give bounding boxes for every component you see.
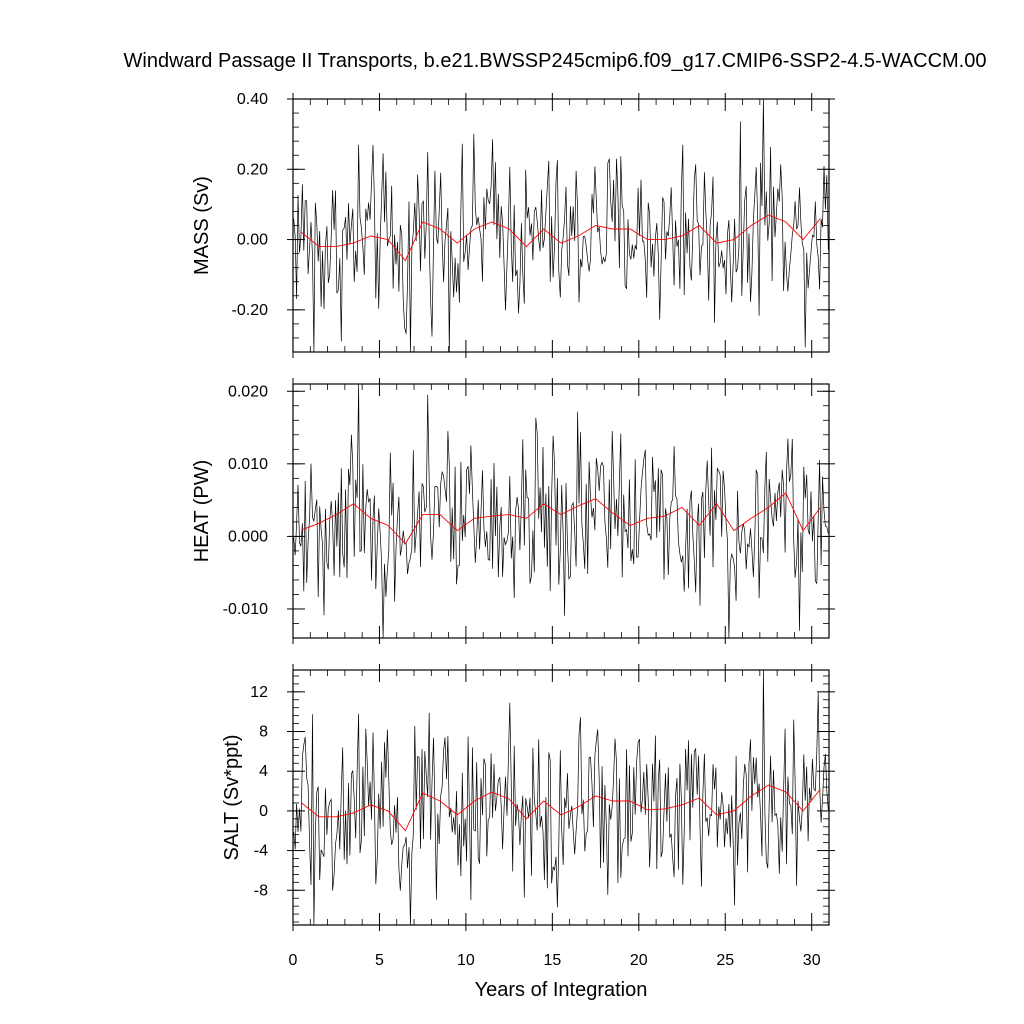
panels: -0.20 0.00 0.20 0.40 MASS (Sv) -0.010 0.000 0.0… (191, 91, 835, 969)
y-tick-label: -0.20 (232, 302, 269, 319)
y-tick-label: 0.40 (237, 91, 268, 108)
annual-mean-line (301, 492, 821, 545)
monthly-series-line (293, 98, 829, 353)
y-axis-label: HEAT (PW) (191, 460, 213, 563)
monthly-series-line (293, 669, 829, 926)
plot-frame (292, 383, 830, 639)
panel-0: -0.20 0.00 0.20 0.40 MASS (Sv) (191, 91, 835, 358)
panel-2: -8 -4 0 4 8 12 SALT (Sv*ppt) (221, 664, 835, 931)
plot-frame (292, 669, 830, 926)
y-tick-label: 0.010 (228, 456, 268, 473)
y-tick-label: 0 (259, 803, 268, 820)
y-axis-label: SALT (Sv*ppt) (221, 735, 243, 861)
y-tick-label: 12 (250, 684, 268, 701)
x-axis-label: Years of Integration (475, 979, 648, 1001)
x-tick-label: 10 (457, 952, 475, 969)
monthly-series-line (293, 383, 829, 639)
y-tick-label: 4 (259, 763, 268, 780)
x-tick-label: 5 (375, 952, 384, 969)
x-tick-label: 15 (543, 952, 561, 969)
x-tick-label: 30 (803, 952, 821, 969)
x-tick-label: 0 (289, 952, 298, 969)
y-tick-label: -8 (254, 882, 268, 899)
y-tick-label: 0.020 (228, 383, 268, 400)
y-tick-label: 0.000 (228, 528, 268, 545)
panel-1: -0.010 0.000 0.010 0.020 HEAT (PW) (191, 378, 835, 644)
y-tick-label: 0.00 (237, 232, 268, 249)
y-tick-label: -4 (254, 843, 268, 860)
x-tick-label: 20 (630, 952, 648, 969)
y-tick-label: 8 (259, 724, 268, 741)
y-tick-label: 0.20 (237, 161, 268, 178)
chart-title: Windward Passage II Transports, b.e21.BW… (124, 50, 987, 72)
plot-frame (292, 98, 830, 353)
y-axis-label: MASS (Sv) (191, 176, 213, 275)
y-tick-label: -0.010 (223, 601, 268, 618)
annual-mean-line (301, 784, 821, 832)
annual-mean-line (301, 214, 821, 262)
x-tick-label: 25 (716, 952, 734, 969)
